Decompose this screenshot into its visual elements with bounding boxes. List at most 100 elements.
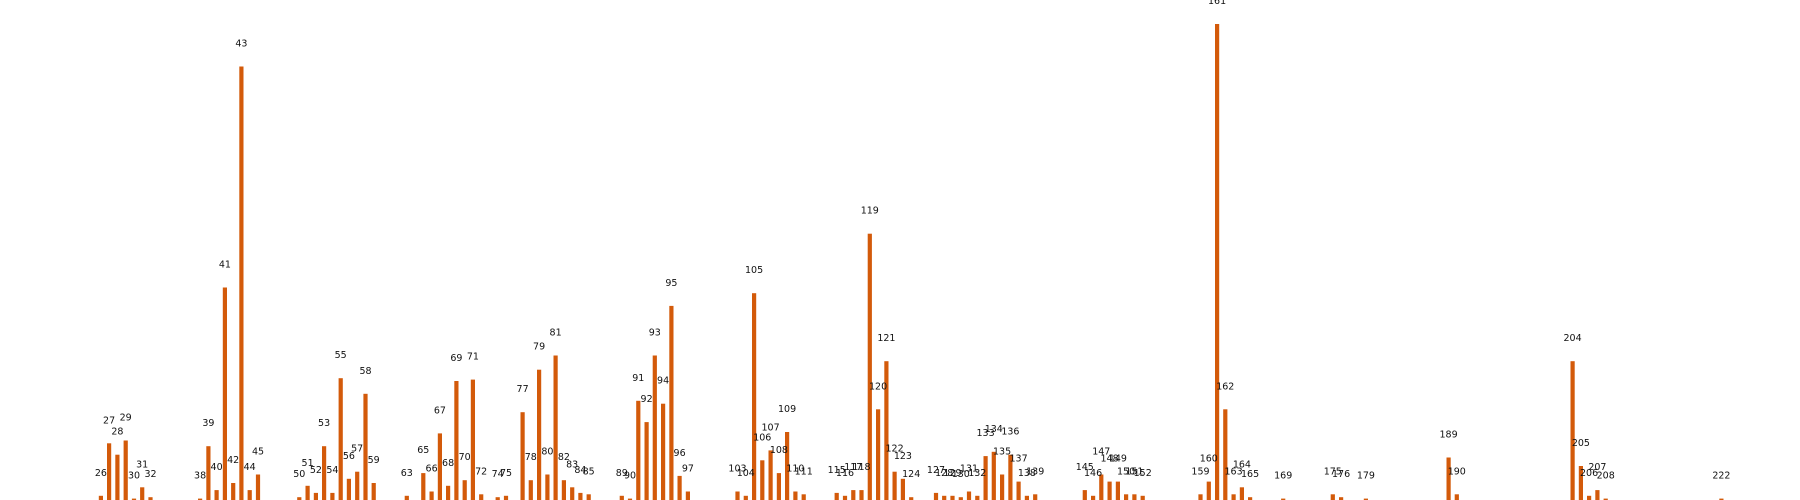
bar [801, 494, 806, 500]
bar-value-label: 96 [674, 448, 686, 459]
bar [1082, 490, 1087, 500]
bar [909, 497, 914, 500]
bar [123, 440, 128, 500]
bar [1115, 481, 1120, 500]
bar-value-label: 207 [1588, 462, 1606, 473]
bar [1719, 498, 1724, 500]
bar-value-label: 128 [935, 468, 953, 479]
bar [1206, 481, 1211, 500]
bar-value-label: 67 [434, 405, 446, 416]
bar-value-label: 118 [852, 462, 870, 473]
bar [371, 483, 376, 500]
bar-value-label: 68 [442, 458, 454, 469]
bar [454, 381, 459, 500]
bar [421, 473, 426, 500]
bar [983, 456, 988, 500]
bar-value-label: 109 [778, 404, 796, 415]
bar-value-label: 53 [318, 418, 330, 429]
bar [330, 492, 335, 500]
bar-value-label: 148 [1101, 454, 1119, 465]
bar [752, 293, 757, 500]
bar [1140, 495, 1145, 500]
bar-value-label: 135 [993, 447, 1011, 458]
bar-value-label: 56 [343, 451, 355, 462]
bar-value-label: 89 [616, 468, 628, 479]
bar [115, 454, 120, 500]
bar [545, 474, 550, 500]
bar [1099, 474, 1104, 500]
bar-value-label: 27 [103, 415, 115, 426]
bar-value-label: 66 [426, 464, 438, 475]
bar [942, 495, 947, 500]
bar [892, 471, 897, 500]
bar [644, 422, 649, 500]
bar [884, 361, 889, 500]
bar [900, 478, 905, 500]
bar [495, 497, 500, 500]
bar [363, 393, 368, 500]
bar-value-label: 205 [1572, 438, 1590, 449]
bar-value-label: 93 [649, 328, 661, 339]
bar-value-label: 105 [745, 265, 763, 276]
bar-value-label: 58 [359, 366, 371, 377]
bar-value-label: 161 [1208, 0, 1226, 7]
bar-value-label: 117 [844, 462, 862, 473]
bar-value-label: 90 [624, 471, 636, 482]
bar [1000, 474, 1005, 500]
bar-value-label: 116 [836, 468, 854, 479]
bar-value-label: 83 [566, 459, 578, 470]
bar [214, 490, 219, 500]
bar [1248, 497, 1253, 500]
bar [297, 497, 302, 500]
bar [669, 305, 674, 500]
bar [685, 491, 690, 500]
bar-value-label: 122 [886, 444, 904, 455]
bar [346, 478, 351, 500]
bar-value-label: 151 [1125, 466, 1143, 477]
bar-value-label: 71 [467, 352, 479, 363]
bar-value-label: 31 [136, 459, 148, 470]
bar [991, 451, 996, 500]
bar-value-label: 208 [1597, 471, 1615, 482]
bar [793, 491, 798, 500]
bar-value-label: 146 [1084, 468, 1102, 479]
bar [107, 443, 112, 500]
bar-value-label: 106 [753, 432, 771, 443]
bar [1198, 494, 1203, 500]
bar-value-label: 80 [541, 447, 553, 458]
bar [503, 495, 509, 500]
bar-value-label: 70 [459, 452, 471, 463]
bar-value-label: 130 [952, 469, 970, 480]
bar-value-label: 26 [95, 468, 107, 479]
bar-value-label: 162 [1216, 381, 1234, 392]
bar-value-label: 77 [517, 384, 529, 395]
bar [760, 460, 765, 500]
bar-value-label: 39 [202, 418, 214, 429]
bar [520, 412, 525, 500]
bar [636, 400, 641, 500]
bar-value-label: 63 [401, 468, 413, 479]
bar [305, 485, 310, 500]
bar [322, 446, 327, 500]
bar [735, 491, 740, 500]
bar [404, 495, 409, 500]
bar [867, 233, 872, 500]
bar [834, 492, 839, 500]
bar-value-label: 45 [252, 447, 264, 458]
bar [198, 498, 203, 500]
bar [1330, 494, 1335, 500]
bar-value-label: 29 [120, 413, 132, 424]
bar [1578, 466, 1583, 500]
bar [1281, 498, 1286, 500]
bar-value-label: 57 [351, 444, 363, 455]
bar [98, 495, 103, 500]
bar [553, 355, 558, 500]
bar [1339, 497, 1344, 500]
bar [859, 490, 864, 500]
bar [1231, 494, 1236, 500]
bar [776, 473, 781, 500]
bar-value-label: 132 [968, 468, 986, 479]
bar-value-label: 43 [235, 39, 247, 50]
bar [1454, 494, 1459, 500]
bar-value-label: 136 [1001, 427, 1019, 438]
